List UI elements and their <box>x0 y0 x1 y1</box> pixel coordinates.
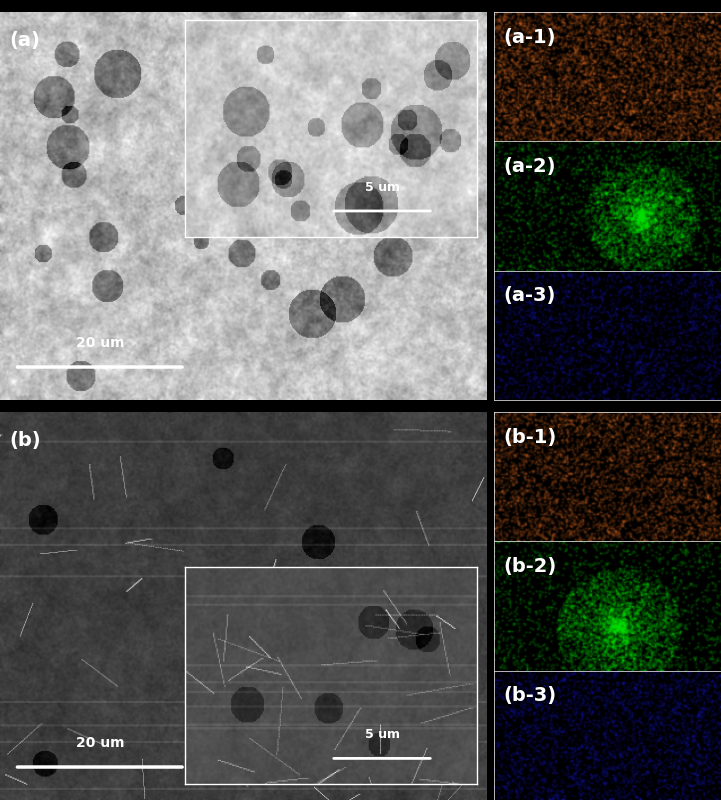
Text: 20 um: 20 um <box>76 735 124 750</box>
Text: (b-1): (b-1) <box>503 427 556 446</box>
Text: (a): (a) <box>10 31 40 50</box>
Text: (b-2): (b-2) <box>503 557 556 576</box>
Text: (a-3): (a-3) <box>503 286 555 305</box>
Text: (a-2): (a-2) <box>503 157 555 176</box>
Text: 20 um: 20 um <box>76 335 124 350</box>
Text: (a-1): (a-1) <box>503 27 555 46</box>
Text: (b-3): (b-3) <box>503 686 556 705</box>
Text: (b): (b) <box>10 431 41 450</box>
